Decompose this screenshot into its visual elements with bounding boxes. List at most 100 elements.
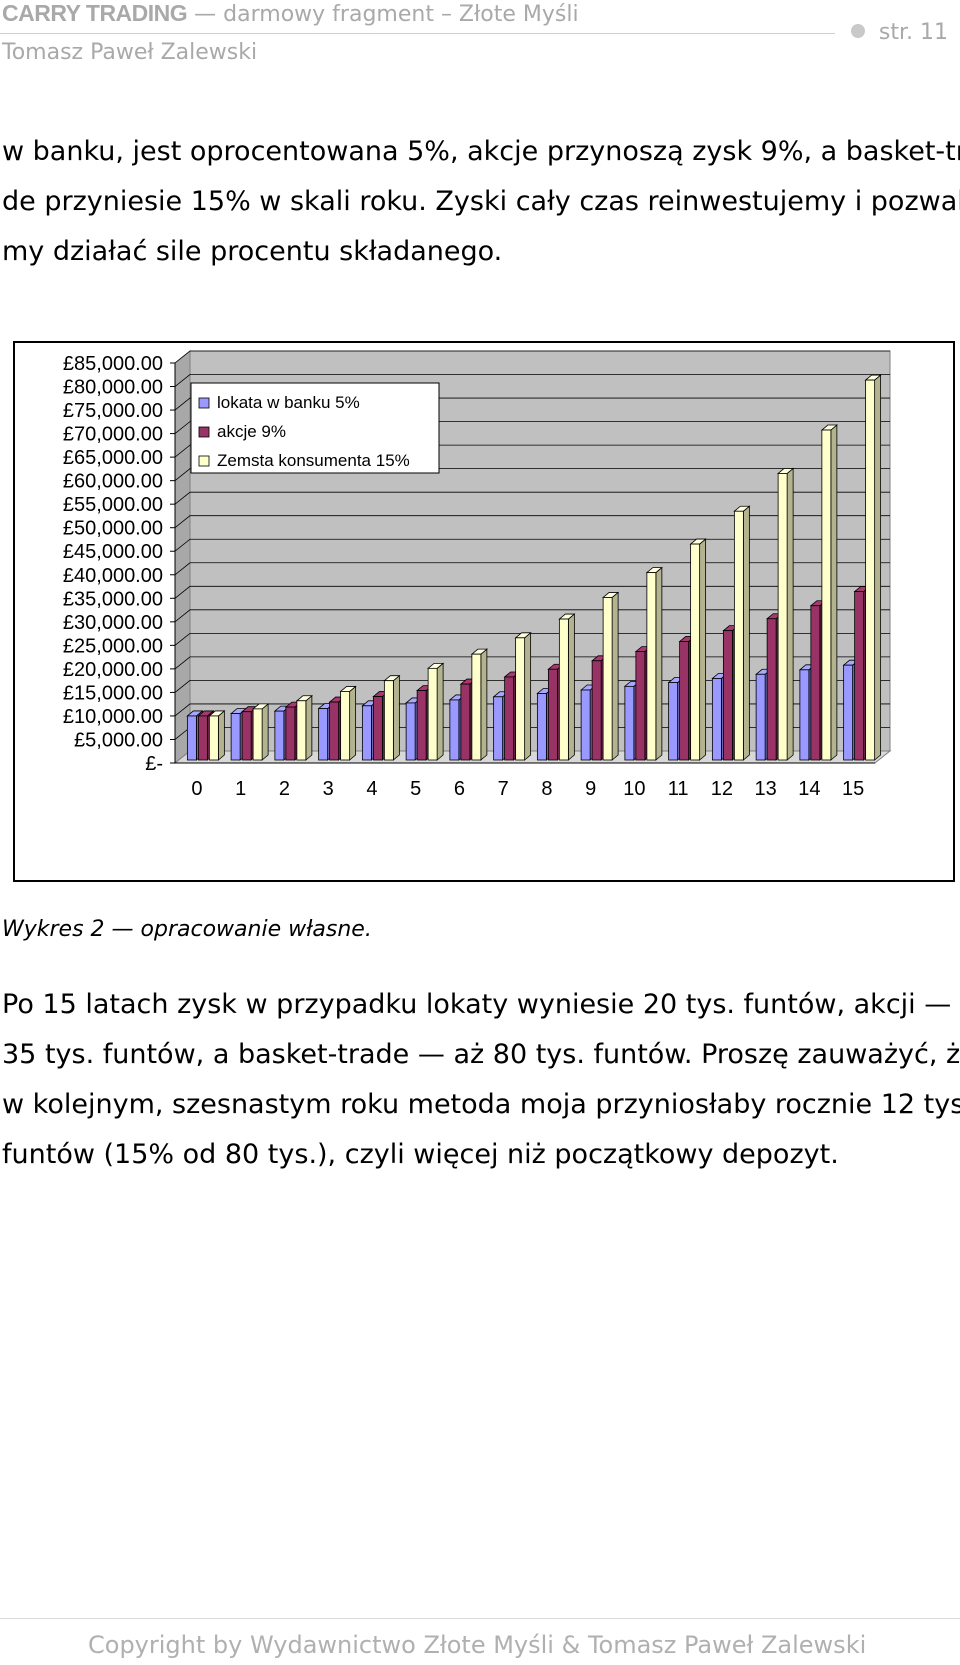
y-tick-label: £15,000.00 [63,682,163,704]
bar [274,710,285,761]
conclusion-paragraph: Po 15 latach zysk w przypadku lokaty wyn… [2,980,960,1180]
x-tick-label: 14 [798,778,820,800]
bar [252,708,263,761]
bar [471,653,482,761]
x-tick-label: 8 [541,778,552,800]
bar [799,669,810,761]
page-number-label: str. 11 [878,20,948,45]
legend-entry: lokata w banku 5% [217,393,360,412]
bar [329,701,340,761]
bar [711,678,722,761]
bar [361,705,372,761]
bar [766,618,777,761]
bar [340,691,351,761]
bar-side [349,685,357,761]
y-tick-label: £50,000.00 [63,518,163,540]
bullet-dot-icon [850,24,865,38]
bar [383,680,394,761]
bar-side [874,374,882,761]
y-tick-label: £25,000.00 [63,635,163,657]
conclusion-line: funtów (15% od 80 tys.), czyli więcej ni… [2,1139,839,1170]
x-tick-label: 13 [755,778,777,800]
bar-side [436,662,444,761]
bar [427,667,438,761]
gridline [174,350,890,364]
bar-side [217,710,225,761]
y-tick-label: £85,000.00 [63,353,163,375]
bar-side [480,648,488,761]
intro-line: w banku, jest oprocentowana 5%, akcje pr… [2,136,960,167]
y-tick-label: £55,000.00 [63,494,163,516]
gridline [174,397,890,411]
bar [810,605,821,761]
y-tick-label: £- [145,753,163,775]
bar [854,591,865,761]
bar [208,715,219,761]
bar-side [524,631,532,761]
bar [230,713,241,761]
intro-line: de przyniesie 15% w skali roku. Zyski ca… [2,186,960,217]
bar [515,637,526,761]
y-tick-label: £40,000.00 [63,565,163,587]
conclusion-line: Po 15 latach zysk w przypadku lokaty wyn… [2,989,952,1020]
bar [493,696,504,761]
bar [690,543,701,761]
legend-entry: Zemsta konsumenta 15% [217,451,410,470]
legend-entry: akcje 9% [217,422,286,441]
header-divider [0,33,835,34]
legend-swatch [198,426,210,438]
y-tick-label: £5,000.00 [74,729,163,751]
bar [646,572,657,761]
bar [405,702,416,761]
y-tick-label: £65,000.00 [63,447,163,469]
bar [372,696,383,761]
x-tick-label: 9 [585,778,596,800]
bar [285,706,296,761]
bar-side [655,566,663,761]
gridline [174,374,890,387]
bar [635,651,646,761]
x-tick-label: 10 [623,778,645,800]
gridline [174,421,890,434]
bar [668,682,679,761]
y-tick-label: £35,000.00 [63,588,163,610]
header-dash: — [194,2,217,27]
x-tick-label: 6 [454,778,465,800]
x-tick-label: 12 [711,778,733,800]
figure-caption: Wykres 2 — opracowanie własne. [2,917,372,942]
bar-side [699,538,707,761]
conclusion-line: w kolejnym, szesnastym roku metoda moja … [2,1089,960,1120]
bar-side [830,424,838,761]
chart-frame: £85,000.00 £80,000.00 £75,000.00 £70,000.00… [13,341,955,882]
bar-side [742,505,750,761]
bar [449,699,460,761]
bar [547,668,558,761]
chart-legend [190,382,440,474]
y-tick-label: £45,000.00 [63,541,163,563]
y-tick-label: £60,000.00 [63,471,163,493]
bar [591,660,602,761]
bar-side [611,591,619,761]
footer-copyright: Copyright by Wydawnictwo Złote Myśli & T… [88,1631,867,1659]
y-tick-label: £30,000.00 [63,612,163,634]
bar [602,597,613,761]
intro-line: my działać sile procentu składanego. [2,236,503,267]
header-subtitle: darmowy fragment – Złote Myśli [223,2,579,27]
x-tick-label: 11 [668,778,689,800]
bar-side [786,467,794,761]
bar [755,673,766,761]
bar [558,618,569,761]
gridline [174,538,890,552]
bar-side [305,694,313,761]
bar [624,685,635,761]
y-tick-label: £75,000.00 [63,400,163,422]
conclusion-line: 35 tys. funtów, a basket-trade — aż 80 t… [2,1039,960,1070]
page-footer: Copyright by Wydawnictwo Złote Myśli & T… [0,1618,960,1665]
footer-divider [0,1618,960,1619]
intro-paragraph: w banku, jest oprocentowana 5%, akcje pr… [2,127,960,277]
chart-side-wall [174,349,191,765]
bar [460,683,471,761]
book-brand: CARRY TRADING [2,0,188,26]
bar-side [261,703,269,761]
bar [504,676,515,761]
